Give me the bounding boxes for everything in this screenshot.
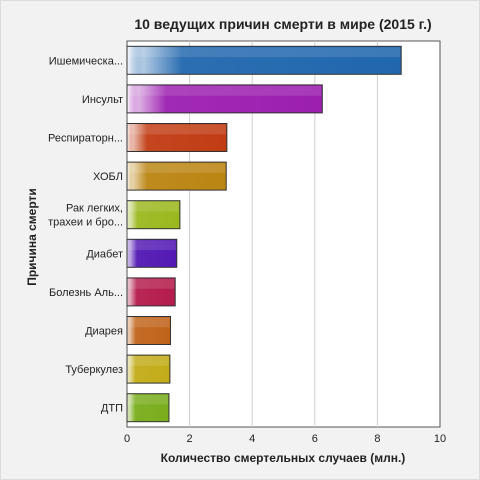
bar-highlight [128,317,170,328]
y-tick-label: Туберкулез [65,364,123,376]
y-tick-label: Болезнь Аль... [49,287,123,299]
bar-highlight [128,394,168,405]
y-axis-label: Причина смерти [25,188,39,286]
y-tick-label: Рак легких, трахеи и бро... [48,203,123,229]
y-tick-label: ХОБЛ [93,171,123,183]
chart-title: 10 ведущих причин смерти в мире (2015 г.… [134,16,431,32]
bar-highlight [128,201,179,212]
bar-highlight [128,47,401,58]
bar[interactable] [126,354,171,384]
y-tick-label: Ишемическа... [49,55,123,67]
bar-highlight [128,85,322,96]
y-tick-label: Диарея [85,326,123,338]
x-tick-labels: 0 2 4 6 8 10 [124,433,446,445]
bar-highlight [128,124,226,135]
bar[interactable] [126,277,176,307]
bar-highlight [128,356,169,366]
x-tick-label: 8 [374,433,380,445]
x-tick-label: 2 [187,433,193,445]
bar[interactable] [126,123,228,152]
x-tick-label: 0 [124,433,130,445]
x-tick-label: 4 [249,433,255,445]
bar[interactable] [126,45,402,75]
y-tick-label: Диабет [86,248,123,260]
bars [126,45,402,423]
bar-highlight [128,240,176,251]
x-axis-label: Количество смертельных случаев (млн.) [161,451,406,465]
bar[interactable] [126,393,170,423]
bar[interactable] [126,316,172,345]
bar[interactable] [126,84,323,114]
y-tick-label: Респираторн... [48,133,123,145]
x-tick-label: 6 [312,433,318,445]
bar[interactable] [126,161,227,191]
bar[interactable] [126,200,181,230]
bar-highlight [128,163,226,173]
y-tick-labels: Ишемическа... Инсульт Респираторн... ХОБЛ Ра… [48,55,123,414]
y-tick-label: Инсульт [82,94,123,106]
x-tick-label: 10 [434,433,446,445]
bar[interactable] [126,238,178,268]
bar-highlight [128,278,175,289]
y-tick-label: ДТП [101,403,123,415]
